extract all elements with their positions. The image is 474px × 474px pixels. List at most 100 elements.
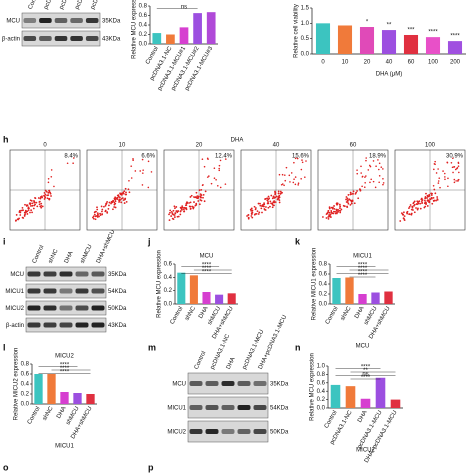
event-dot bbox=[416, 200, 419, 203]
event-dot bbox=[425, 203, 427, 206]
x-tick-label: 200 bbox=[450, 60, 461, 66]
event-dot bbox=[266, 197, 269, 200]
blot-band bbox=[43, 322, 57, 328]
event-dot bbox=[356, 190, 358, 192]
blot-band bbox=[221, 381, 235, 386]
event-dot bbox=[99, 212, 101, 215]
size-label: 54KDa bbox=[270, 406, 289, 412]
event-dot bbox=[267, 200, 269, 203]
event-dot bbox=[218, 164, 221, 167]
flow-percent: 6.6% bbox=[141, 154, 155, 160]
blot-band bbox=[59, 305, 73, 311]
event-dot bbox=[26, 210, 29, 213]
blot-band bbox=[85, 18, 99, 23]
event-dot bbox=[259, 204, 262, 207]
event-dot bbox=[94, 218, 97, 221]
event-dot bbox=[426, 199, 429, 202]
event-dot bbox=[419, 202, 422, 205]
y-tick-label: 1.5 bbox=[301, 6, 310, 12]
event-dot bbox=[177, 210, 180, 212]
event-dot bbox=[177, 215, 180, 218]
event-dot bbox=[176, 215, 179, 218]
event-dot bbox=[47, 177, 50, 180]
event-dot bbox=[99, 214, 102, 217]
blot-band bbox=[54, 18, 68, 23]
y-axis-label: Relative MCU expression bbox=[310, 353, 316, 421]
event-dot bbox=[95, 210, 97, 213]
bar bbox=[189, 275, 198, 304]
panel-label: o bbox=[3, 462, 9, 472]
event-dot bbox=[294, 183, 297, 186]
event-dot bbox=[266, 202, 269, 205]
event-dot bbox=[269, 200, 272, 203]
bar bbox=[177, 272, 186, 304]
event-dot bbox=[264, 198, 267, 200]
event-dot bbox=[356, 169, 358, 171]
event-dot bbox=[181, 205, 184, 208]
event-dot bbox=[175, 210, 178, 212]
event-dot bbox=[20, 209, 23, 212]
event-dot bbox=[277, 190, 280, 193]
event-dot bbox=[432, 196, 435, 199]
event-dot bbox=[249, 208, 252, 211]
event-dot bbox=[107, 207, 110, 210]
event-dot bbox=[327, 216, 330, 218]
event-dot bbox=[119, 196, 121, 199]
y-tick-label: 0.0 bbox=[317, 406, 326, 412]
event-dot bbox=[424, 197, 427, 199]
event-dot bbox=[256, 210, 259, 213]
event-dot bbox=[283, 184, 285, 187]
event-dot bbox=[254, 208, 257, 211]
significance: * bbox=[366, 20, 369, 26]
blot-band bbox=[91, 271, 105, 277]
blot-band bbox=[70, 36, 83, 41]
size-label: 35KDa bbox=[270, 382, 289, 388]
event-dot bbox=[103, 205, 105, 208]
event-dot bbox=[346, 205, 348, 208]
bar bbox=[375, 377, 386, 408]
event-dot bbox=[436, 198, 439, 200]
event-dot bbox=[37, 197, 40, 199]
event-dot bbox=[457, 162, 460, 165]
event-dot bbox=[420, 197, 423, 200]
event-dot bbox=[175, 206, 178, 208]
event-dot bbox=[41, 195, 43, 198]
event-dot bbox=[453, 181, 456, 184]
significance: **** bbox=[361, 375, 371, 381]
event-dot bbox=[206, 176, 209, 178]
y-tick-label: 0.8 bbox=[317, 372, 326, 378]
row-label: MCU bbox=[172, 382, 186, 388]
bar bbox=[359, 27, 375, 54]
event-dot bbox=[339, 207, 341, 209]
event-dot bbox=[378, 162, 381, 165]
event-dot bbox=[433, 163, 436, 165]
event-dot bbox=[378, 168, 380, 171]
event-dot bbox=[285, 166, 288, 169]
x-tick-label: 0 bbox=[321, 60, 325, 66]
blot-band bbox=[23, 36, 37, 41]
event-dot bbox=[34, 197, 37, 200]
blot-band bbox=[43, 288, 57, 294]
event-dot bbox=[250, 215, 253, 217]
event-dot bbox=[368, 164, 371, 167]
event-dot bbox=[43, 194, 45, 197]
panel-label: p bbox=[148, 462, 154, 472]
event-dot bbox=[438, 177, 441, 179]
event-dot bbox=[200, 194, 203, 197]
event-dot bbox=[415, 203, 418, 205]
event-dot bbox=[272, 195, 275, 198]
event-dot bbox=[444, 178, 446, 181]
event-dot bbox=[294, 176, 297, 178]
event-dot bbox=[360, 165, 362, 168]
size-label: 50KDa bbox=[108, 306, 127, 312]
event-dot bbox=[119, 198, 121, 201]
event-dot bbox=[72, 162, 74, 164]
event-dot bbox=[278, 173, 281, 176]
bar bbox=[206, 12, 216, 45]
event-dot bbox=[437, 168, 439, 170]
event-dot bbox=[30, 199, 33, 202]
bar bbox=[86, 394, 95, 404]
blot-band bbox=[189, 429, 203, 434]
x-tick-label: 20 bbox=[364, 60, 371, 66]
event-dot bbox=[123, 190, 126, 193]
